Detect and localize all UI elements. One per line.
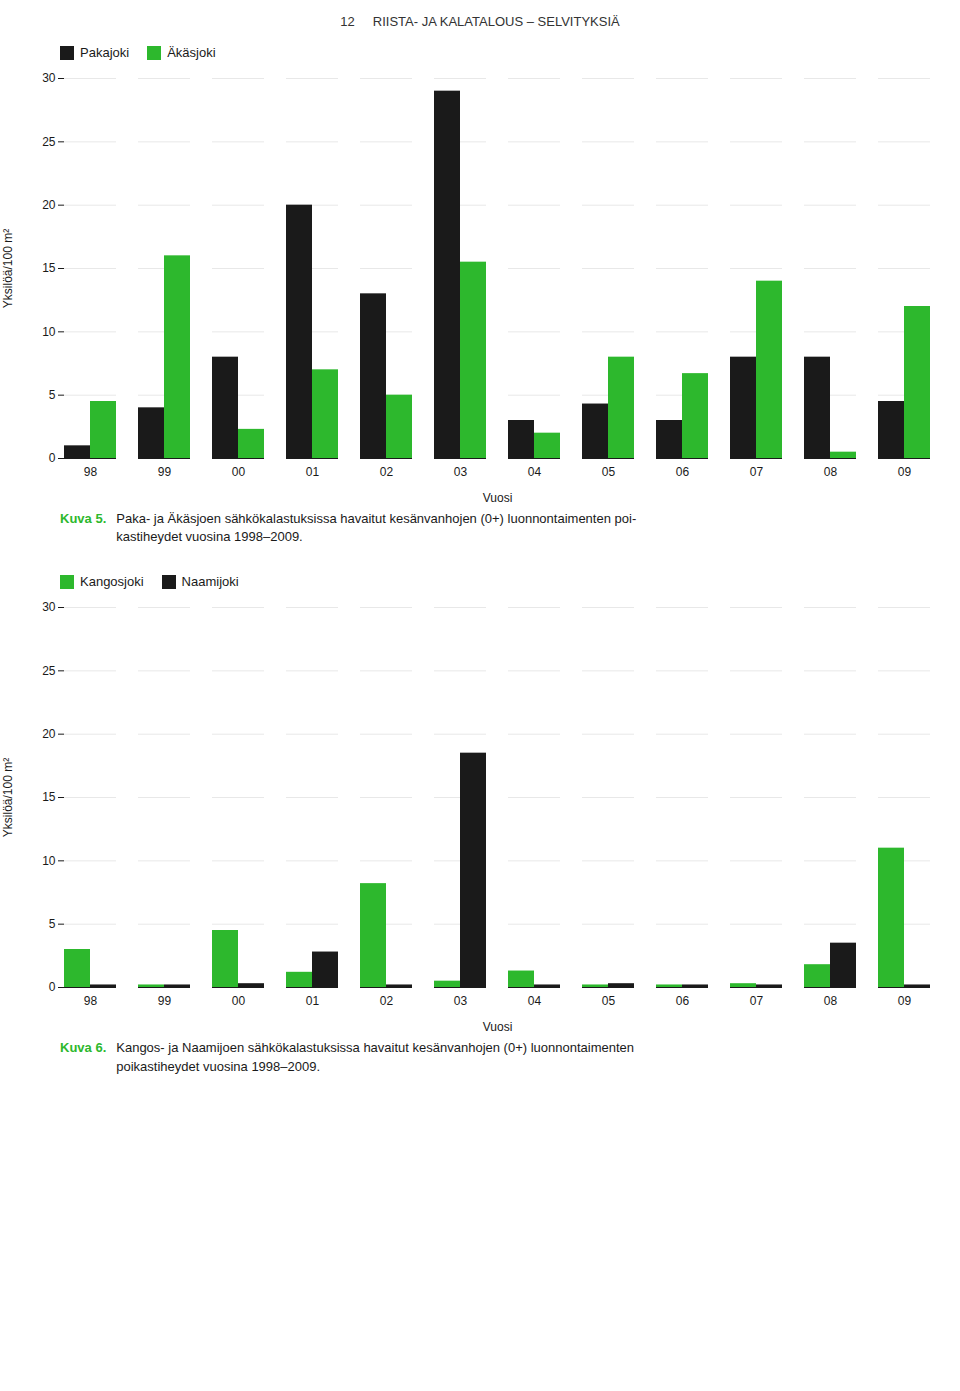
svg-text:Yksilöä/100 m²: Yksilöä/100 m² [1,229,15,308]
svg-text:15: 15 [42,261,56,275]
html-text:Äkäsjoki: Äkäsjoki [167,45,216,60]
svg-text:Yksilöä/100 m²: Yksilöä/100 m² [1,758,15,837]
svg-text:99: 99 [158,994,172,1008]
svg-text:05: 05 [602,994,616,1008]
html-text:Kangosjoki: Kangosjoki [80,574,144,590]
svg-text:05: 05 [602,465,616,479]
svg-text:08: 08 [824,994,838,1008]
svg-text:00: 00 [232,465,246,479]
svg-text:25: 25 [42,135,56,149]
svg-text:06: 06 [676,465,690,479]
svg-text:5: 5 [49,388,56,402]
svg-text:30: 30 [42,71,56,85]
html-text:Kangos- ja Naamijoen sähkökala: Kangos- ja Naamijoen sähkökalastuksissa … [116,1040,634,1074]
svg-text:02: 02 [380,465,394,479]
svg-text:0: 0 [49,451,56,465]
svg-text:09: 09 [898,465,912,479]
svg-text:25: 25 [42,664,56,678]
svg-text:20: 20 [42,727,56,741]
svg-text:98: 98 [84,994,98,1008]
svg-text:09: 09 [898,994,912,1008]
html-text:Pakajoki: Pakajoki [80,45,130,60]
svg-text:03: 03 [454,994,468,1008]
html-text:Kuva 6.: Kuva 6. [60,1040,107,1056]
svg-text:20: 20 [42,198,56,212]
html-text:Paka- ja Äkäsjoen sähkökalastu: Paka- ja Äkäsjoen sähkökalastuksissa hav… [116,511,637,545]
svg-text:08: 08 [824,465,838,479]
svg-text:02: 02 [380,994,394,1008]
html-text:Naamijoki: Naamijoki [181,574,239,590]
svg-text:00: 00 [232,994,246,1008]
svg-text:98: 98 [84,465,98,479]
svg-text:06: 06 [676,994,690,1008]
svg-text:04: 04 [528,994,542,1008]
svg-text:99: 99 [158,465,172,479]
svg-text:5: 5 [49,917,56,931]
svg-text:03: 03 [454,465,468,479]
svg-text:07: 07 [750,994,764,1008]
svg-text:04: 04 [528,465,542,479]
svg-text:10: 10 [42,854,56,868]
svg-text:Vuosi: Vuosi [483,491,513,505]
svg-text:30: 30 [42,601,56,615]
svg-text:01: 01 [306,994,320,1008]
svg-text:10: 10 [42,325,56,339]
html-text:12 RIISTA- JA KALATALOUS – SEL: 12 RIISTA- JA KALATALOUS – SELVITYKSIÄ [340,14,620,29]
svg-text:07: 07 [750,465,764,479]
svg-text:01: 01 [306,465,320,479]
html-text:Kuva 5.: Kuva 5. [60,511,107,526]
svg-text:Vuosi: Vuosi [483,1020,513,1034]
svg-text:15: 15 [42,791,56,805]
svg-text:0: 0 [49,981,56,995]
